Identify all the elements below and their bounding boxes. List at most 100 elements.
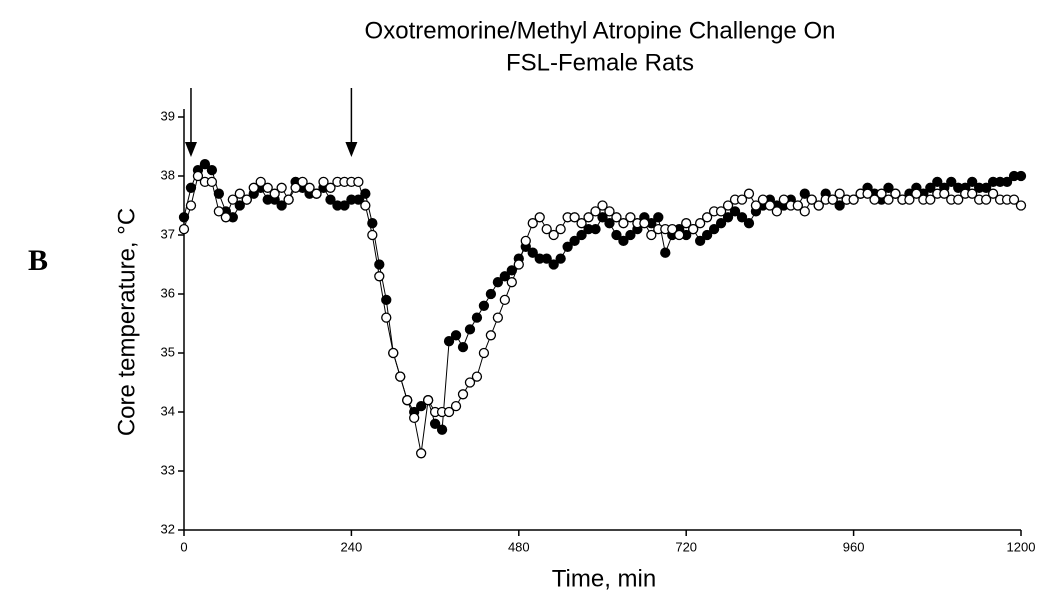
data-point: [555, 223, 566, 235]
data-point: [1015, 200, 1027, 211]
data-point: [541, 253, 552, 264]
data-point: [192, 170, 204, 182]
y-tick-label: 34: [161, 403, 175, 418]
data-point: [471, 312, 483, 323]
data-point: [478, 347, 490, 359]
y-axis-label: Core temperature, °C: [113, 208, 140, 436]
data-point: [778, 194, 789, 205]
data-point: [660, 247, 671, 258]
data-point: [276, 200, 287, 211]
data-point: [234, 188, 245, 199]
data-point: [450, 330, 462, 341]
data-point: [925, 194, 936, 205]
data-point: [485, 330, 497, 341]
data-point: [639, 218, 650, 229]
data-point: [876, 188, 887, 199]
arrow-head: [345, 142, 358, 157]
data-point: [611, 229, 622, 241]
data-point: [290, 182, 301, 193]
data-point: [478, 300, 490, 311]
data-point: [178, 212, 190, 223]
data-point: [625, 229, 636, 241]
data-point: [967, 188, 978, 199]
data-point: [374, 259, 385, 270]
data-point: [736, 212, 748, 223]
data-point: [534, 212, 545, 223]
data-point: [764, 200, 776, 211]
data-point: [269, 188, 280, 199]
data-point: [569, 212, 580, 223]
data-point: [799, 188, 810, 199]
data-point: [932, 176, 943, 188]
y-tick-label: 36: [161, 285, 175, 300]
data-point: [583, 212, 594, 223]
data-point: [688, 223, 699, 235]
data-point: [604, 218, 615, 229]
data-point: [701, 229, 713, 241]
data-point: [395, 371, 406, 382]
data-point: [1008, 194, 1020, 205]
data-point: [499, 271, 511, 282]
data-point: [904, 194, 915, 205]
data-point: [890, 188, 901, 199]
data-point: [743, 218, 755, 229]
data-point: [715, 206, 727, 217]
data-point: [862, 188, 873, 199]
data-point: [771, 206, 783, 217]
data-point: [562, 241, 573, 252]
data-point: [353, 176, 364, 188]
data-point: [415, 400, 427, 412]
data-point: [388, 347, 399, 359]
data-point: [506, 277, 517, 288]
data-point: [925, 182, 936, 193]
y-tick-label: 33: [161, 462, 175, 477]
data-point: [374, 271, 385, 282]
data-point: [576, 218, 587, 229]
data-point: [555, 253, 566, 264]
data-point: [1015, 170, 1027, 182]
data-point: [402, 395, 413, 406]
data-point: [492, 277, 504, 288]
data-point: [443, 336, 455, 347]
data-point: [220, 212, 232, 223]
data-point: [625, 212, 636, 223]
data-point: [527, 247, 538, 258]
data-point: [185, 200, 197, 211]
data-point: [722, 200, 734, 211]
data-point: [360, 200, 371, 211]
data-point: [750, 200, 762, 211]
data-point: [715, 218, 727, 229]
data-point: [939, 188, 950, 199]
data-point: [597, 212, 608, 223]
data-point: [799, 206, 810, 217]
data-point: [283, 194, 294, 205]
data-point: [443, 406, 455, 418]
y-tick-label: 37: [161, 226, 175, 241]
x-tick-label: 720: [675, 539, 697, 554]
data-point: [241, 194, 252, 205]
data-point: [757, 194, 769, 205]
data-point: [255, 176, 266, 188]
data-point: [953, 194, 964, 205]
data-point: [576, 229, 587, 241]
data-point: [206, 176, 218, 188]
chart-title: Oxotremorine/Methyl Atropine Challenge O…: [365, 17, 836, 44]
data-point: [436, 424, 448, 435]
data-point: [667, 223, 678, 235]
x-tick-label: 960: [843, 539, 865, 554]
data-point: [827, 194, 838, 205]
data-point: [499, 294, 511, 306]
data-point: [464, 377, 476, 388]
data-point: [792, 200, 803, 211]
data-point: [618, 218, 629, 229]
y-tick-label: 39: [161, 108, 175, 123]
data-point: [590, 223, 601, 235]
data-point: [213, 206, 225, 217]
data-point: [297, 176, 308, 188]
x-tick-label: 240: [341, 539, 363, 554]
data-point: [729, 206, 741, 217]
data-point: [743, 188, 755, 199]
data-point: [708, 223, 720, 235]
data-point: [485, 288, 497, 300]
data-point: [911, 188, 922, 199]
